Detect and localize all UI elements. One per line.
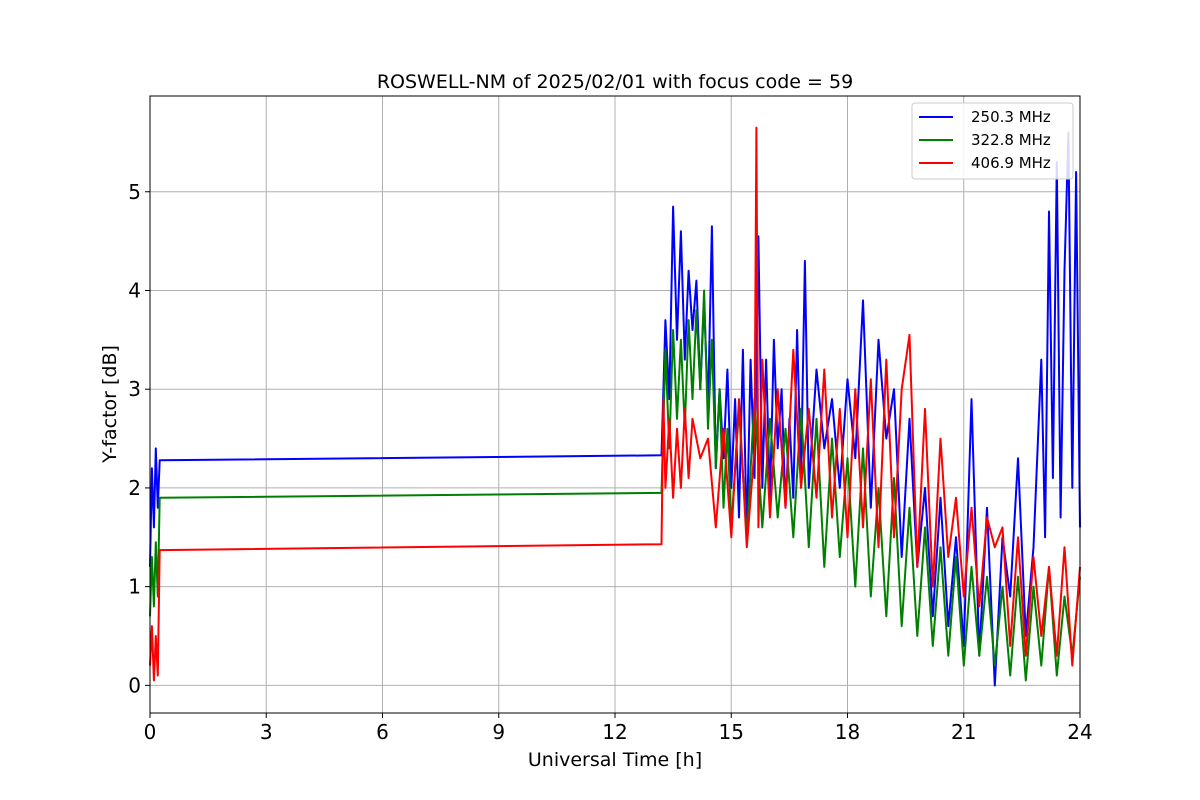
x-tick-label: 0 — [144, 720, 157, 744]
x-tick-label: 18 — [835, 720, 860, 744]
x-tick-label: 6 — [376, 720, 389, 744]
y-tick-label: 5 — [128, 180, 141, 204]
y-tick-label: 4 — [128, 278, 141, 302]
legend: 250.3 MHz 322.8 MHz 406.9 MHz — [911, 102, 1074, 180]
y-tick-label: 1 — [128, 575, 141, 599]
x-tick-label: 9 — [492, 720, 505, 744]
series-line-2 — [149, 126, 1081, 682]
x-tick-label: 12 — [602, 720, 627, 744]
y-tick-label: 0 — [128, 673, 141, 697]
y-axis-label: Y-factor [dB] — [99, 345, 121, 464]
plot-lines — [149, 126, 1081, 687]
x-tick-label: 24 — [1067, 720, 1092, 744]
x-tick-label: 15 — [719, 720, 744, 744]
y-tick-label: 3 — [128, 377, 141, 401]
y-tick-label: 2 — [128, 476, 141, 500]
legend-entry: 250.3 MHz — [971, 108, 1051, 126]
x-axis-ticks: 0 3 6 9 12 15 18 21 24 — [144, 713, 1093, 744]
legend-entry: 406.9 MHz — [971, 154, 1051, 172]
x-tick-label: 3 — [260, 720, 273, 744]
series-line-1 — [149, 289, 1081, 682]
y-axis-ticks: 0 1 2 3 4 5 — [128, 180, 150, 697]
x-tick-label: 21 — [951, 720, 976, 744]
x-axis-label: Universal Time [h] — [528, 749, 702, 771]
chart-title: ROSWELL-NM of 2025/02/01 with focus code… — [377, 71, 853, 93]
legend-box — [911, 102, 1074, 180]
legend-entry: 322.8 MHz — [971, 131, 1051, 149]
